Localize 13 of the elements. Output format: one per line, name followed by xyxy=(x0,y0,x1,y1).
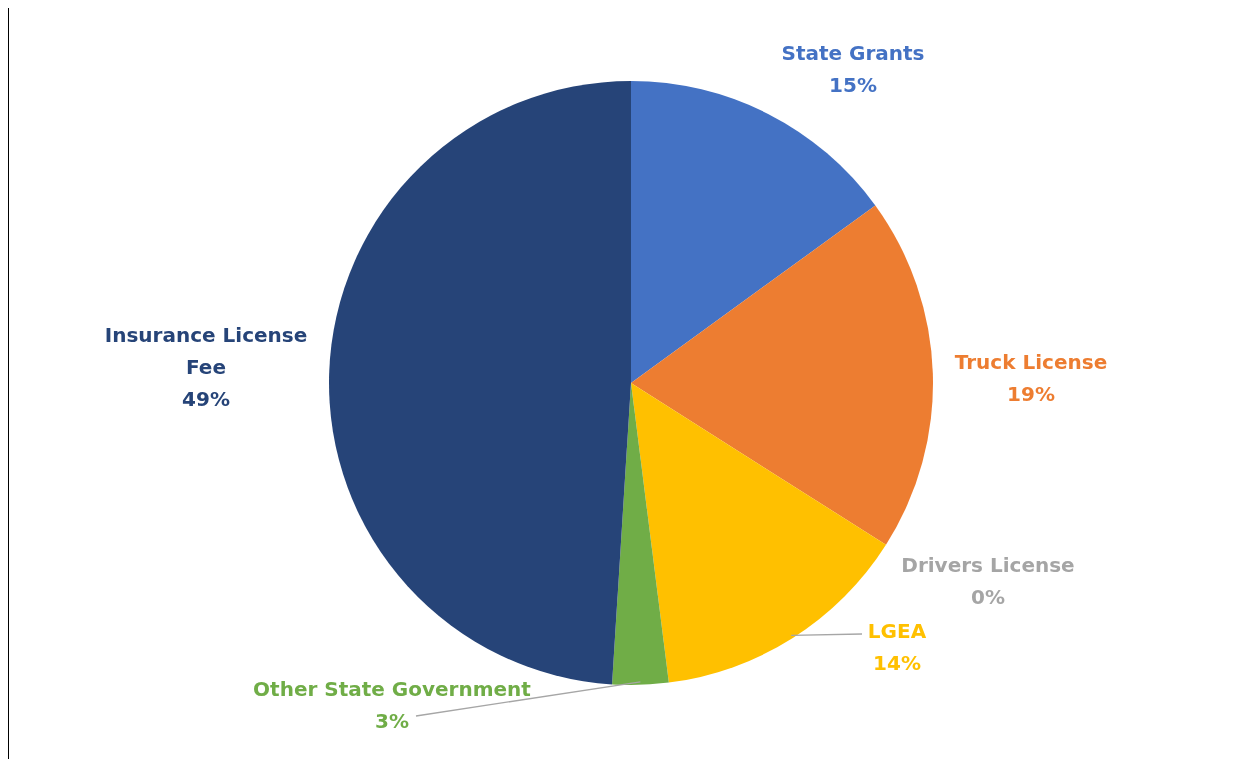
slice-label: LGEA xyxy=(867,619,927,643)
data-label: 3% xyxy=(375,709,409,733)
slice-label: Other State Government xyxy=(253,677,532,701)
data-label: 19% xyxy=(1007,382,1055,406)
data-label: 15% xyxy=(829,73,877,97)
text: 0% xyxy=(971,585,1005,609)
data-label: 49% xyxy=(182,387,230,411)
slice-label: Insurance License Fee xyxy=(104,323,308,379)
slice-label: State Grants xyxy=(781,41,925,65)
pie-slice xyxy=(631,205,933,545)
slice-label: Truck License xyxy=(954,350,1108,374)
data-label: 14% xyxy=(873,651,921,675)
category-label: Drivers License xyxy=(901,553,1075,577)
